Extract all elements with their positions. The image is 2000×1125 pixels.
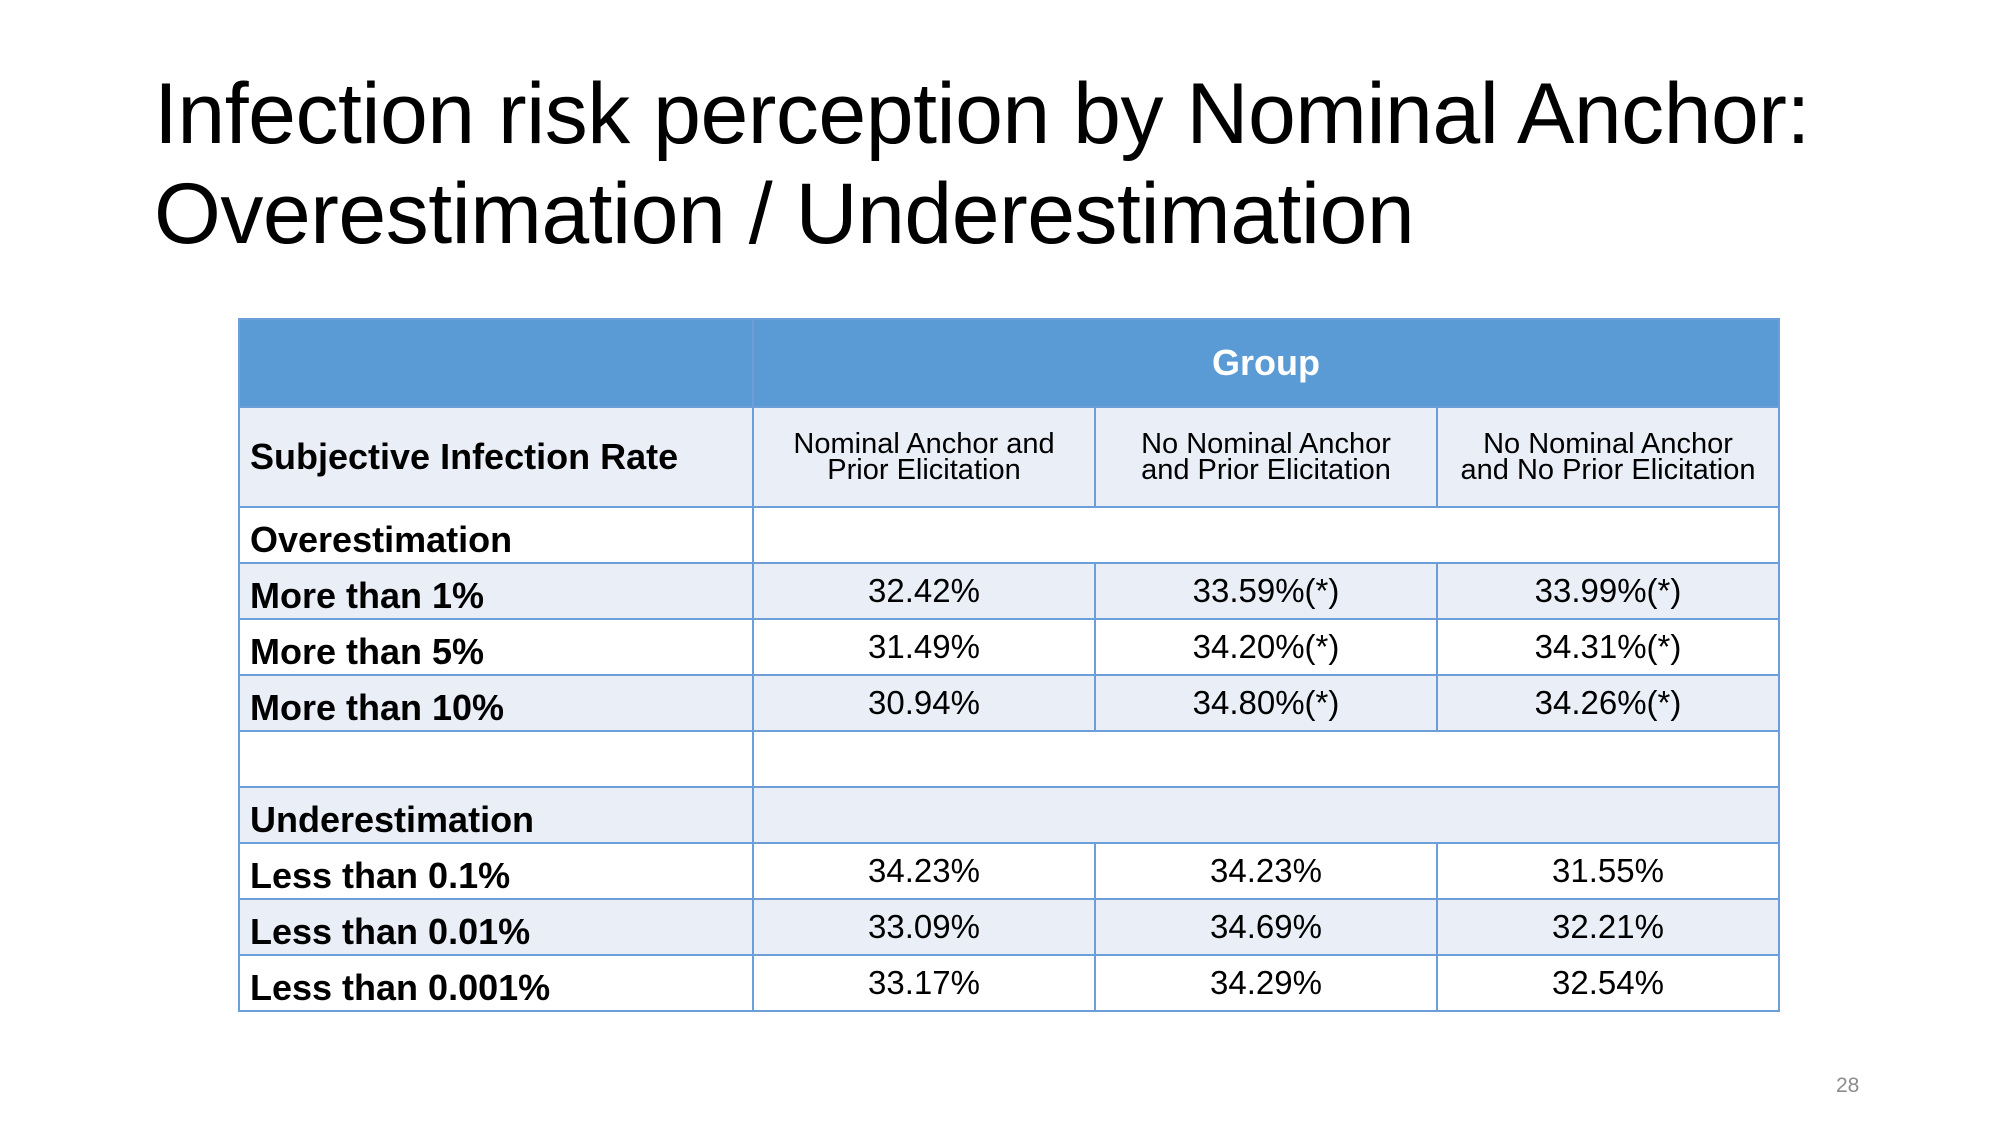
table-row: More than 10% 30.94% 34.80%(*) 34.26%(*) (238, 674, 1781, 732)
table-cell-empty (751, 506, 1781, 564)
row-label-empty (238, 730, 754, 788)
column-header-1-line-2: Prior Elicitation (827, 454, 1021, 486)
row-label: Less than 0.1% (238, 842, 754, 900)
table-row-underestimation: Underestimation (238, 786, 1781, 844)
table-cell: 30.94% (752, 674, 1096, 732)
table-cell: 32.42% (752, 562, 1096, 620)
table-cell: 33.09% (752, 898, 1096, 956)
table-cell: 33.59%(*) (1094, 562, 1438, 620)
table-cell-empty (751, 786, 1781, 844)
table-cell: 32.21% (1435, 898, 1781, 956)
table-cell: 34.23% (752, 842, 1096, 900)
table-cell: 31.55% (1435, 842, 1781, 900)
column-header-2-line-1: No Nominal Anchor (1141, 428, 1391, 460)
row-label: More than 5% (238, 618, 754, 676)
column-header-1-line-1: Nominal Anchor and (793, 428, 1055, 460)
column-header-2: No Nominal Anchor and Prior Elicitation (1094, 406, 1438, 508)
row-header-label: Subjective Infection Rate (238, 406, 754, 508)
table-row: Less than 0.1% 34.23% 34.23% 31.55% (238, 842, 1781, 900)
table-cell: 34.31%(*) (1435, 618, 1781, 676)
group-header-cell: Group (751, 318, 1781, 408)
table-cell: 33.17% (752, 954, 1096, 1012)
table-row-spacer (238, 730, 1781, 788)
table-row: More than 1% 32.42% 33.59%(*) 33.99%(*) (238, 562, 1781, 620)
column-header-3-line-2: and No Prior Elicitation (1460, 454, 1756, 486)
table-cell: 34.26%(*) (1435, 674, 1781, 732)
slide-title-line-1: Infection risk perception by Nominal Anc… (154, 66, 1810, 162)
page-number: 28 (1836, 1074, 1860, 1097)
row-label: More than 10% (238, 674, 754, 732)
table-cell: 34.29% (1094, 954, 1438, 1012)
table-cell: 32.54% (1435, 954, 1781, 1012)
table-row-overestimation: Overestimation (238, 506, 1781, 564)
table-cell-empty (751, 730, 1781, 788)
table-cell: 34.69% (1094, 898, 1438, 956)
table-row: More than 5% 31.49% 34.20%(*) 34.31%(*) (238, 618, 1781, 676)
row-label: More than 1% (238, 562, 754, 620)
table-cell: 34.23% (1094, 842, 1438, 900)
table-cell: 34.20%(*) (1094, 618, 1438, 676)
section-label-underestimation: Underestimation (238, 786, 754, 844)
section-label-overestimation: Overestimation (238, 506, 754, 564)
table-cell: 33.99%(*) (1435, 562, 1781, 620)
column-header-1: Nominal Anchor and Prior Elicitation (752, 406, 1096, 508)
column-header-3: No Nominal Anchor and No Prior Elicitati… (1435, 406, 1781, 508)
column-header-3-line-1: No Nominal Anchor (1483, 428, 1733, 460)
column-header-row: Subjective Infection Rate Nominal Anchor… (238, 406, 1781, 508)
group-header-row: Group (238, 318, 1781, 408)
group-header-blank-cell (238, 318, 754, 408)
slide-title: Infection risk perception by Nominal Anc… (154, 64, 1914, 264)
row-label: Less than 0.01% (238, 898, 754, 956)
table-cell: 31.49% (752, 618, 1096, 676)
column-header-2-line-2: and Prior Elicitation (1141, 454, 1391, 486)
slide-title-line-2: Overestimation / Underestimation (154, 166, 1415, 262)
table-row: Less than 0.001% 33.17% 34.29% 32.54% (238, 954, 1781, 1012)
results-table: Group Subjective Infection Rate Nominal … (238, 318, 1781, 1012)
row-label: Less than 0.001% (238, 954, 754, 1012)
table-cell: 34.80%(*) (1094, 674, 1438, 732)
table-row: Less than 0.01% 33.09% 34.69% 32.21% (238, 898, 1781, 956)
